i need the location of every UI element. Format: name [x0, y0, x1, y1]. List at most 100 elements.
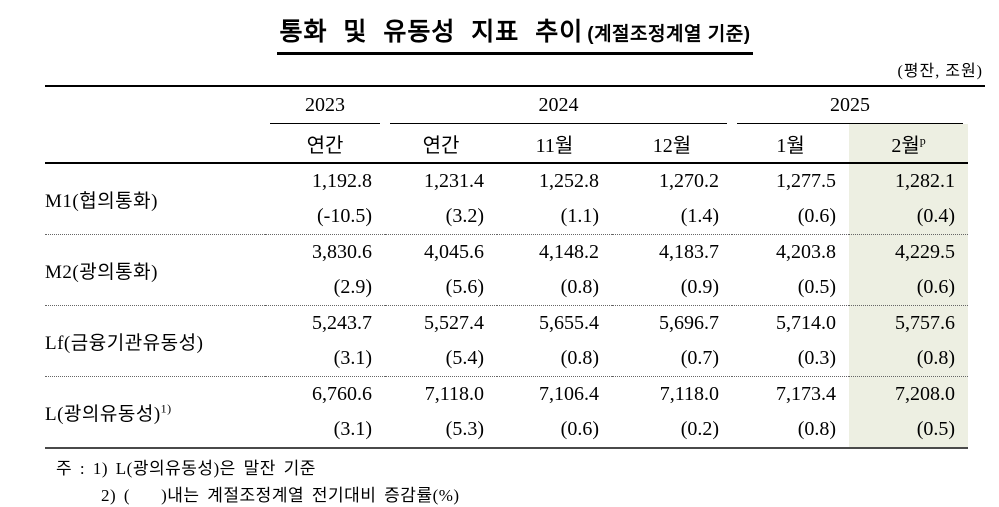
year-header-row: 2023 2024 2025 [45, 87, 968, 124]
table-row-m2: M2(광의통화) 3,830.6 (2.9) 4,045.6 (5.6) 4,148… [45, 234, 969, 306]
level-value: 4,148.2 [539, 241, 599, 263]
value-cell: 5,243.7 (3.1) [265, 305, 385, 377]
level-value: 6,760.6 [312, 383, 372, 405]
level-value: 1,231.4 [424, 170, 484, 192]
level-value: 5,655.4 [539, 312, 599, 334]
page-title: 통화 및 유동성 지표 추이 [279, 18, 584, 46]
year-header-2024: 2024 [385, 87, 732, 124]
footnote-ref: 1) [160, 401, 172, 416]
unit-note: (평잔, 조원) [897, 63, 983, 80]
level-value: 7,106.4 [539, 383, 599, 405]
level-value: 5,527.4 [424, 312, 484, 334]
growth-rate: (0.2) [680, 418, 720, 440]
value-cell: 4,183.7 (0.9) [612, 234, 733, 306]
value-cell: 3,830.6 (2.9) [265, 234, 385, 306]
value-cell: 7,106.4 (0.6) [497, 376, 612, 449]
year-header-2023: 2023 [265, 87, 385, 124]
col-header-2023-annual: 연간 [265, 124, 385, 164]
growth-rate: (0.9) [680, 276, 720, 298]
row-label-m2: M2(광의통화) [45, 234, 265, 306]
level-value: 1,277.5 [776, 170, 837, 192]
year-header-2025: 2025 [732, 87, 968, 124]
level-value: 7,208.0 [895, 383, 956, 405]
growth-rate: (3.1) [333, 418, 372, 440]
growth-rate: (0.6) [797, 205, 837, 227]
growth-rate: (0.5) [916, 418, 956, 440]
value-cell: 4,045.6 (5.6) [385, 234, 497, 306]
footnote-2: 2) ( )내는 계절조정계열 전기대비 증감률(%) [101, 486, 460, 505]
value-cell-highlighted: 5,757.6 (0.8) [849, 305, 969, 377]
level-value: 4,229.5 [895, 241, 956, 263]
preliminary-superscript: p [919, 132, 926, 147]
growth-rate: (2.9) [333, 276, 372, 298]
growth-rate: (5.4) [445, 347, 484, 369]
growth-rate: (0.7) [680, 347, 720, 369]
value-cell: 7,118.0 (5.3) [385, 376, 497, 449]
growth-rate: (-10.5) [317, 205, 372, 227]
table-body: M1(협의통화) 1,192.8 (-10.5) 1,231.4 (3.2) 1,2… [45, 163, 969, 449]
growth-rate: (3.1) [333, 347, 372, 369]
growth-rate: (0.6) [560, 418, 599, 440]
footnotes: 주 : 1) L(광의유동성)은 말잔 기준 2) ( )내는 계절조정계열 전… [56, 455, 985, 507]
row-label-text: L(광의유동성) [45, 403, 161, 425]
level-value: 5,696.7 [659, 312, 720, 334]
value-cell: 5,655.4 (0.8) [497, 305, 612, 377]
level-value: 7,118.0 [659, 383, 720, 405]
col-header-2025-jan: 1월 [732, 124, 850, 164]
value-cell: 1,231.4 (3.2) [385, 163, 497, 235]
value-cell: 7,173.4 (0.8) [732, 376, 850, 449]
col-header-2024-nov: 11월 [497, 124, 612, 164]
level-value: 1,192.8 [312, 170, 372, 192]
value-cell-highlighted: 7,208.0 (0.5) [849, 376, 969, 449]
table-row-m1: M1(협의통화) 1,192.8 (-10.5) 1,231.4 (3.2) 1,2… [45, 163, 969, 235]
table-top-rule [45, 85, 985, 87]
growth-rate: (0.3) [797, 347, 837, 369]
level-value: 7,118.0 [424, 383, 484, 405]
level-value: 1,270.2 [659, 170, 720, 192]
growth-rate: (0.8) [916, 347, 956, 369]
growth-rate: (0.6) [916, 276, 956, 298]
col-header-2024-dec: 12월 [612, 124, 733, 164]
footnote-1: 주 : 1) L(광의유동성)은 말잔 기준 [56, 459, 316, 478]
level-value: 4,183.7 [659, 241, 720, 263]
level-value: 4,045.6 [424, 241, 484, 263]
title-row: 통화 및 유동성 지표 추이 (계절조정계열 기준) [45, 12, 985, 55]
value-cell: 1,192.8 (-10.5) [265, 163, 385, 235]
growth-rate: (1.4) [680, 205, 720, 227]
value-cell: 1,270.2 (1.4) [612, 163, 733, 235]
empty-corner-cell [45, 124, 265, 164]
value-cell-highlighted: 4,229.5 (0.6) [849, 234, 969, 306]
growth-rate: (0.5) [797, 276, 837, 298]
level-value: 1,282.1 [895, 170, 956, 192]
growth-rate: (3.2) [445, 205, 484, 227]
value-cell: 5,696.7 (0.7) [612, 305, 733, 377]
value-cell: 5,527.4 (5.4) [385, 305, 497, 377]
liquidity-indicators-table: 2023 2024 2025 연간 연간 11월 12월 1월 2월p M1(협… [45, 87, 969, 449]
row-label-m1: M1(협의통화) [45, 163, 265, 235]
level-value: 3,830.6 [312, 241, 372, 263]
value-cell: 7,118.0 (0.2) [612, 376, 733, 449]
growth-rate: (5.3) [445, 418, 484, 440]
row-label-text: Lf(금융기관유동성) [45, 332, 204, 354]
level-value: 5,757.6 [895, 312, 956, 334]
row-label-lf: Lf(금융기관유동성) [45, 305, 265, 377]
growth-rate: (0.8) [560, 347, 599, 369]
col-header-2025-feb-label: 2월 [891, 134, 920, 157]
table-row-l: L(광의유동성)1) 6,760.6 (3.1) 7,118.0 (5.3) 7,1… [45, 376, 969, 449]
table-header: 2023 2024 2025 연간 연간 11월 12월 1월 2월p [45, 87, 969, 164]
growth-rate: (1.1) [560, 205, 599, 227]
row-label-l: L(광의유동성)1) [45, 376, 265, 449]
row-label-text: M2(광의통화) [45, 261, 158, 283]
row-label-text: M1(협의통화) [45, 190, 158, 212]
table-row-lf: Lf(금융기관유동성) 5,243.7 (3.1) 5,527.4 (5.4) 5,… [45, 305, 969, 377]
value-cell-highlighted: 1,282.1 (0.4) [849, 163, 969, 235]
value-cell: 1,277.5 (0.6) [732, 163, 850, 235]
level-value: 5,714.0 [776, 312, 837, 334]
col-header-2025-feb: 2월p [849, 124, 969, 164]
level-value: 1,252.8 [539, 170, 599, 192]
content-area: 통화 및 유동성 지표 추이 (계절조정계열 기준) (평잔, 조원) 2023 … [45, 12, 985, 507]
value-cell: 4,203.8 (0.5) [732, 234, 850, 306]
growth-rate: (5.6) [445, 276, 484, 298]
growth-rate: (0.8) [797, 418, 837, 440]
